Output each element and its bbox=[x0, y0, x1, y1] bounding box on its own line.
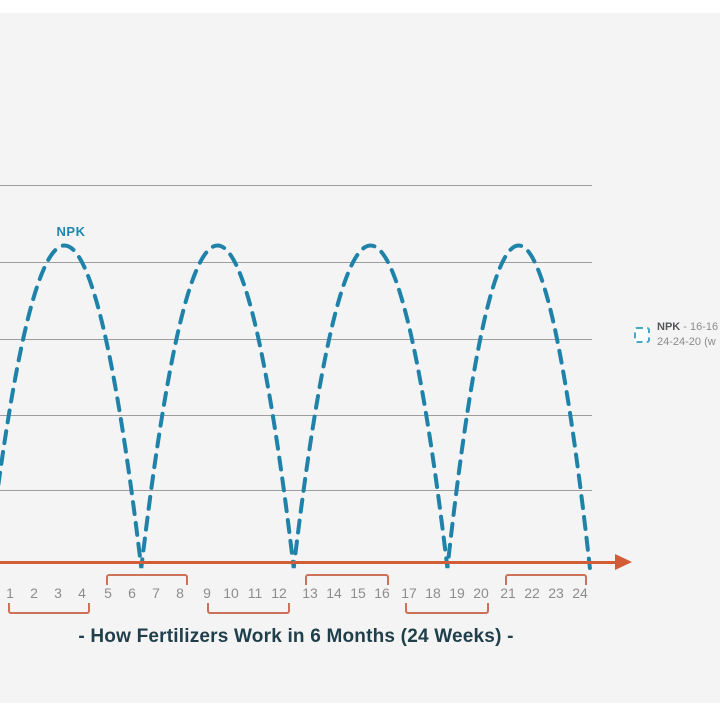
week-group-13-16: 13 14 15 16 bbox=[302, 585, 390, 601]
week-label: 6 bbox=[128, 585, 136, 601]
npk-series-label: NPK bbox=[56, 224, 86, 239]
week-label: 12 bbox=[271, 585, 287, 601]
chart-title: - How Fertilizers Work in 6 Months (24 W… bbox=[78, 626, 514, 647]
x-axis-line bbox=[0, 561, 617, 564]
week-label: 7 bbox=[152, 585, 160, 601]
week-label: 2 bbox=[30, 585, 38, 601]
gridline-4 bbox=[0, 415, 592, 416]
week-label: 14 bbox=[326, 585, 342, 601]
week-label: 22 bbox=[524, 585, 540, 601]
week-label: 21 bbox=[500, 585, 516, 601]
week-label: 19 bbox=[449, 585, 465, 601]
week-bracket-1-4 bbox=[8, 603, 90, 614]
x-axis-arrowhead-icon bbox=[615, 554, 632, 570]
week-group-21-24: 21 22 23 24 bbox=[500, 585, 588, 601]
week-label: 20 bbox=[473, 585, 489, 601]
week-bracket-17-20 bbox=[405, 603, 489, 614]
top-white-strip bbox=[0, 0, 720, 13]
week-label: 8 bbox=[176, 585, 184, 601]
legend-line-1: NPK - 16-16 bbox=[657, 321, 719, 333]
week-label: 17 bbox=[401, 585, 417, 601]
week-group-5-8: 5 6 7 8 bbox=[100, 585, 188, 601]
week-group-9-12: 9 10 11 12 bbox=[199, 585, 287, 601]
npk-dashed-swatch-icon bbox=[634, 327, 650, 343]
week-label: 11 bbox=[247, 585, 263, 601]
week-label: 1 bbox=[6, 585, 14, 601]
legend-line-2: 24-24-20 (w bbox=[657, 336, 716, 348]
npk-curve-path bbox=[0, 243, 592, 570]
week-label: 23 bbox=[548, 585, 564, 601]
week-bracket-21-24 bbox=[505, 574, 587, 585]
gridline-3 bbox=[0, 339, 592, 340]
week-bracket-5-8 bbox=[106, 574, 188, 585]
week-label: 10 bbox=[223, 585, 239, 601]
gridline-2 bbox=[0, 262, 592, 263]
chart-canvas bbox=[0, 13, 720, 703]
week-label: 9 bbox=[203, 585, 211, 601]
week-group-1-4: 1 2 3 4 bbox=[2, 585, 90, 601]
week-bracket-9-12 bbox=[207, 603, 290, 614]
week-bracket-13-16 bbox=[305, 574, 389, 585]
week-label: 4 bbox=[78, 585, 86, 601]
legend-text: NPK - 16-16 24-24-20 (w bbox=[657, 320, 720, 350]
week-group-17-20: 17 18 19 20 bbox=[401, 585, 489, 601]
week-label: 24 bbox=[572, 585, 588, 601]
week-label: 5 bbox=[104, 585, 112, 601]
bottom-white-strip bbox=[0, 703, 720, 720]
week-label: 15 bbox=[350, 585, 366, 601]
week-label: 18 bbox=[425, 585, 441, 601]
week-label: 3 bbox=[54, 585, 62, 601]
gridline-5 bbox=[0, 490, 592, 491]
week-label: 16 bbox=[374, 585, 390, 601]
gridline-1 bbox=[0, 185, 592, 186]
week-label: 13 bbox=[302, 585, 318, 601]
